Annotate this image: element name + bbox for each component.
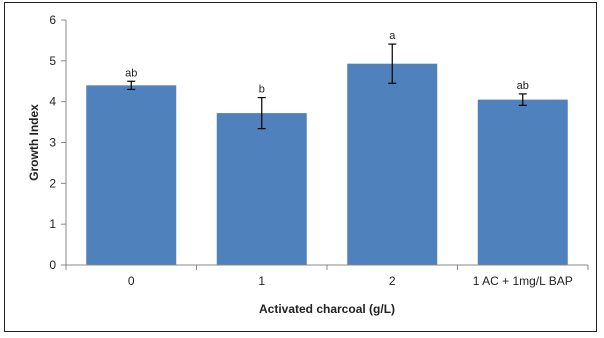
error-bar bbox=[127, 80, 136, 91]
y-axis-title: Growth Index bbox=[27, 104, 41, 181]
significance-labels: ab b a ab bbox=[125, 30, 529, 95]
y-tick-label: 4 bbox=[49, 95, 56, 109]
significance-label: ab bbox=[517, 80, 529, 92]
y-tick-label: 1 bbox=[49, 217, 56, 231]
significance-label: b bbox=[259, 84, 265, 96]
x-tick-label: 2 bbox=[389, 274, 396, 288]
bar bbox=[347, 63, 438, 265]
y-tick-label: 6 bbox=[49, 13, 56, 27]
bar bbox=[477, 99, 568, 265]
error-bar bbox=[388, 43, 397, 84]
bars bbox=[86, 63, 568, 265]
significance-label: a bbox=[389, 30, 396, 42]
y-tick-label: 5 bbox=[49, 54, 56, 68]
y-axis-ticks: 0 1 2 3 4 5 6 bbox=[49, 13, 66, 272]
x-axis-title: Activated charcoal (g/L) bbox=[259, 302, 395, 316]
bar bbox=[86, 85, 177, 265]
y-tick-label: 0 bbox=[49, 258, 56, 272]
x-tick-label: 0 bbox=[128, 274, 135, 288]
y-tick-label: 3 bbox=[49, 136, 56, 150]
error-bar bbox=[257, 96, 266, 130]
x-tick-label: 1 AC + 1mg/L BAP bbox=[473, 274, 573, 288]
x-axis-ticks: 0 1 2 1 AC + 1mg/L BAP bbox=[65, 265, 589, 288]
x-tick-label: 1 bbox=[258, 274, 265, 288]
error-bars bbox=[127, 43, 527, 130]
significance-label: ab bbox=[125, 67, 137, 79]
bar bbox=[216, 113, 307, 265]
error-bar bbox=[518, 93, 527, 106]
y-tick-label: 2 bbox=[49, 176, 56, 190]
